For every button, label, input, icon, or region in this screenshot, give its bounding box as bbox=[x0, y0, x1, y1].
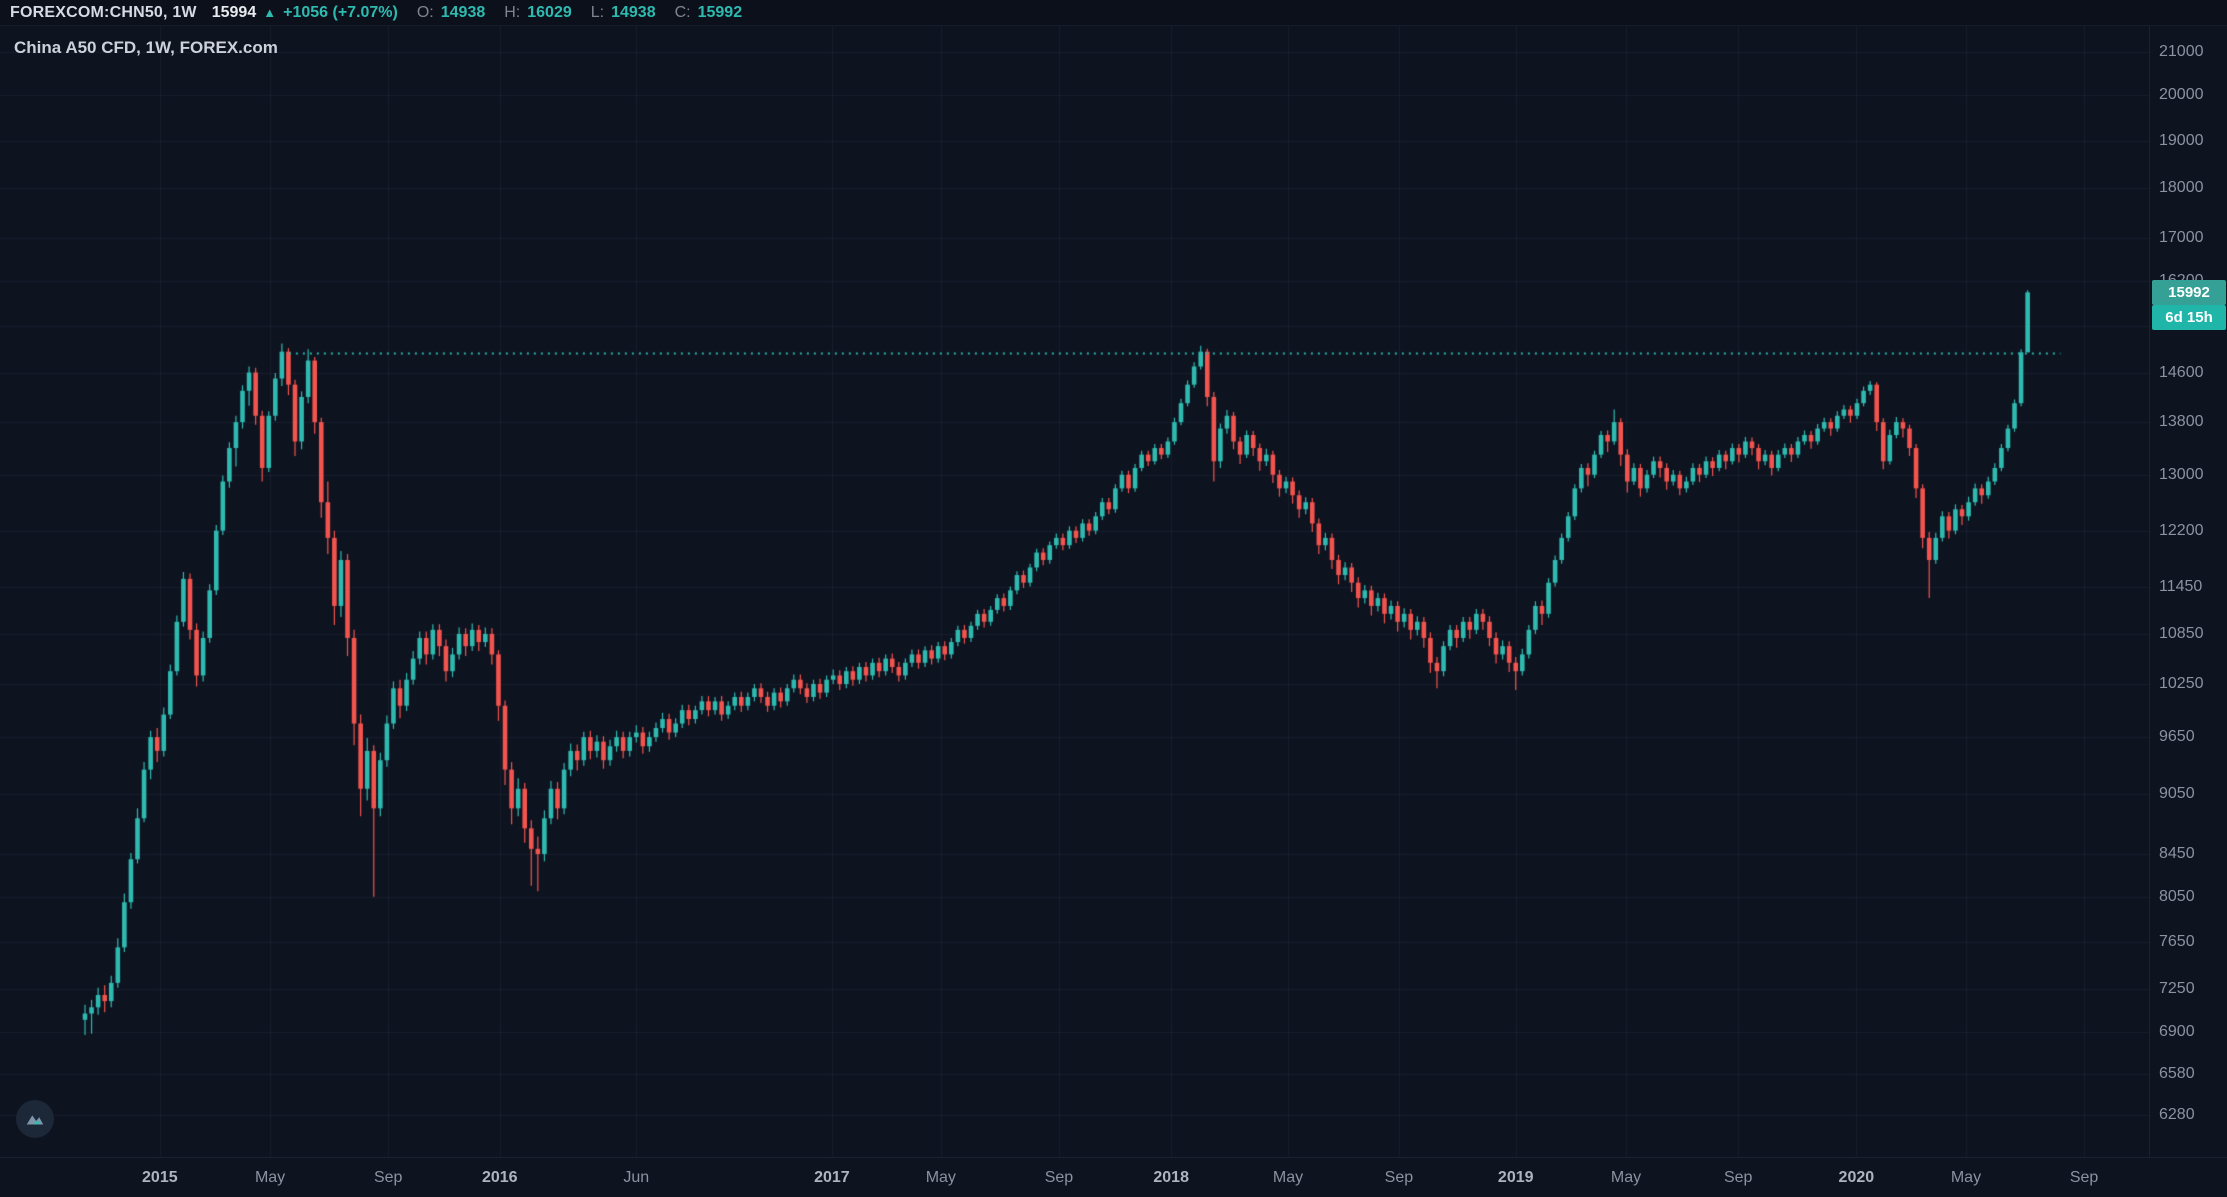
price-tick-label: 10850 bbox=[2159, 624, 2204, 642]
last-price-badge: 15992 bbox=[2152, 279, 2226, 305]
price-tick-label: 11450 bbox=[2159, 577, 2203, 595]
price-tick-label: 13800 bbox=[2159, 413, 2204, 431]
time-tick-label: 2016 bbox=[481, 1169, 518, 1186]
low-label: L: bbox=[590, 3, 605, 21]
price-tick-label: 6280 bbox=[2159, 1106, 2195, 1124]
close-value: 15992 bbox=[697, 3, 743, 21]
price-tick-label: 7650 bbox=[2159, 932, 2195, 950]
time-tick-label: May bbox=[1272, 1169, 1304, 1186]
time-tick-label: Sep bbox=[373, 1169, 403, 1186]
time-scale[interactable]: 2015 May Sep 2016 Jun 2017 May Sep 2018 May Sep 201… bbox=[0, 1157, 2227, 1197]
price-tick-label: 19000 bbox=[2159, 131, 2204, 149]
chart-legend[interactable]: China A50 CFD, 1W, FOREX.com bbox=[14, 38, 278, 57]
close-label: C: bbox=[674, 3, 691, 21]
high-label: H: bbox=[504, 3, 521, 21]
price-tick-label: 9650 bbox=[2159, 728, 2195, 746]
price-tick-label: 12200 bbox=[2159, 521, 2204, 539]
price-tick-label: 8450 bbox=[2159, 845, 2195, 863]
price-tick-label: 10250 bbox=[2159, 674, 2204, 692]
mountain-logo-icon bbox=[26, 1115, 44, 1125]
price-tick-label: 6580 bbox=[2159, 1065, 2195, 1083]
time-tick-label: May bbox=[1610, 1169, 1642, 1186]
time-tick-label: May bbox=[925, 1169, 956, 1186]
price-tick-label: 18000 bbox=[2159, 179, 2204, 197]
price-tick-label: 7250 bbox=[2159, 979, 2195, 997]
price-change-value: +1056 (+7.07%) bbox=[283, 3, 398, 21]
time-tick-label: Sep bbox=[1384, 1169, 1414, 1186]
time-tick-label: 2017 bbox=[814, 1169, 850, 1186]
price-tick-label: 20000 bbox=[2159, 86, 2204, 104]
price-tick-label: 17000 bbox=[2159, 229, 2204, 247]
candlestick-chart-canvas[interactable] bbox=[0, 26, 2149, 1157]
chart-header-bar: FOREXCOM:CHN50, 1W 15994 ▲ +1056 (+7.07%… bbox=[0, 0, 2227, 26]
symbol-title[interactable]: FOREXCOM:CHN50, 1W bbox=[10, 3, 197, 21]
price-tick-label: 9050 bbox=[2159, 784, 2195, 802]
price-tick-label: 14600 bbox=[2159, 363, 2204, 381]
time-tick-label: Sep bbox=[2069, 1169, 2099, 1186]
last-price-value: 15994 bbox=[211, 3, 257, 21]
price-tick-label: 6900 bbox=[2159, 1023, 2195, 1041]
open-value: 14938 bbox=[440, 3, 486, 21]
price-up-arrow-icon: ▲ bbox=[263, 5, 277, 20]
time-tick-label: 2018 bbox=[1153, 1169, 1189, 1186]
time-tick-label: 2015 bbox=[142, 1169, 178, 1186]
time-tick-label: Jun bbox=[623, 1169, 650, 1186]
time-tick-label: 2019 bbox=[1497, 1169, 1534, 1186]
price-tick-label: 21000 bbox=[2159, 43, 2204, 61]
low-value: 14938 bbox=[611, 3, 656, 21]
tradingview-logo-button[interactable] bbox=[16, 1100, 54, 1138]
time-tick-label: Sep bbox=[1044, 1169, 1074, 1186]
price-scale[interactable]: 15992 6d 15h 210002000019000180001700016… bbox=[2149, 26, 2227, 1157]
high-value: 16029 bbox=[527, 3, 572, 21]
time-tick-label: Sep bbox=[1723, 1169, 1753, 1186]
time-tick-label: 2020 bbox=[1838, 1169, 1875, 1186]
bar-countdown-badge: 6d 15h bbox=[2152, 304, 2226, 330]
open-label: O: bbox=[416, 3, 434, 21]
time-tick-label: May bbox=[1950, 1169, 1982, 1186]
price-tick-label: 13000 bbox=[2159, 465, 2204, 483]
time-tick-label: May bbox=[254, 1169, 286, 1186]
price-tick-label: 8050 bbox=[2159, 887, 2195, 905]
